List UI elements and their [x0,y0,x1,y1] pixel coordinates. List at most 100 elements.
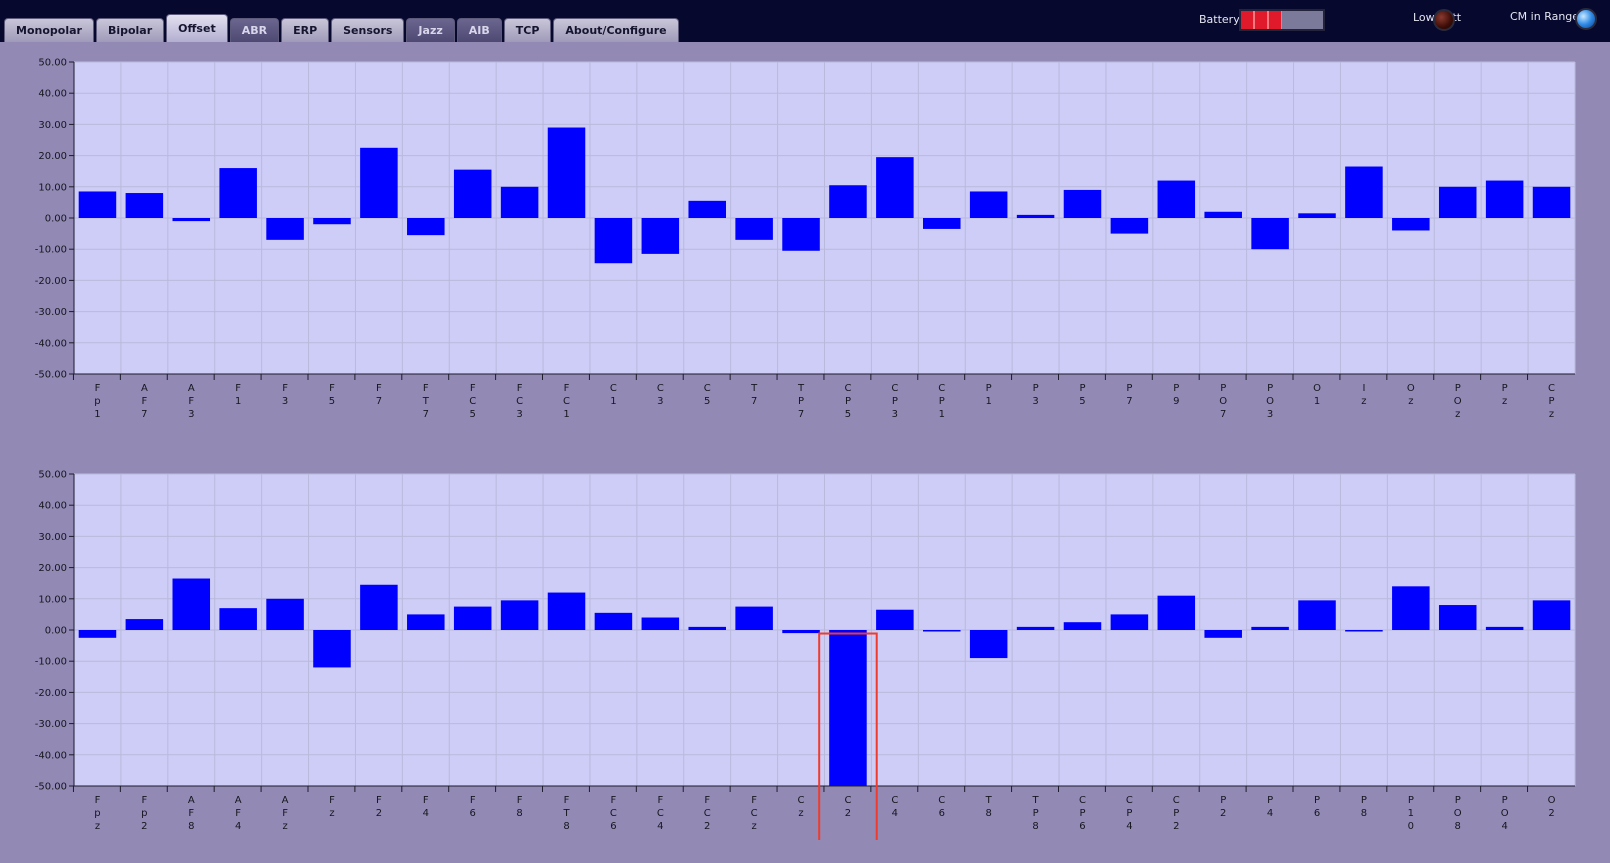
y-tick-label: -20.00 [35,688,67,699]
bar-f5 [313,218,351,225]
y-tick-label: -50.00 [35,782,67,793]
y-tick-label: -40.00 [35,338,67,349]
tab-sensors[interactable]: Sensors [331,18,405,42]
bar-af4 [219,608,257,630]
low-batt-led-icon [1433,9,1455,31]
offset-chart-bottom: 50.00 40.00 30.00 20.00 10.00 0.00 -10.00 -20.0… [35,470,1576,840]
tab-monopolar[interactable]: Monopolar [4,18,94,42]
cm-in-range-led-icon [1575,8,1597,30]
y-tick-label: 0.00 [45,214,67,225]
bar-fp2 [125,619,164,630]
tab-abr[interactable]: ABR [229,18,280,42]
bar-af3 [172,218,211,222]
bar-oz [1392,218,1430,231]
bar-iz [1345,166,1383,218]
battery-label: Battery [1199,13,1240,26]
bar-p1 [969,191,1008,218]
tab-tcp[interactable]: TCP [503,18,552,42]
bar-tp8 [1016,626,1055,630]
bar-p6 [1298,600,1336,630]
tab-aib[interactable]: AIB [456,18,502,42]
offset-chart-top: 50.00 40.00 30.00 20.00 10.00 0.00 -10.00 -20.0… [35,58,1576,420]
bar-t8 [969,630,1008,659]
bar-p9 [1157,180,1196,218]
bar-cpz [1532,186,1571,218]
y-tick-label: 10.00 [38,594,67,605]
top-bar: Monopolar Bipolar Offset ABR ERP Sensors Jazz A… [0,0,1610,42]
bar-f4 [407,614,445,630]
bar-fp1 [78,191,117,218]
bar-fc4 [641,617,680,630]
bar-cz [782,630,820,634]
bar-t7 [735,218,773,240]
bar-fz [313,630,351,668]
bar-cp1 [923,218,961,229]
battery-indicator [1239,9,1325,31]
bar-cp4 [1110,614,1149,630]
bar-pz [1485,180,1524,218]
y-tick-label: -40.00 [35,750,67,761]
bar-f3 [266,218,304,240]
tab-about-configure[interactable]: About/Configure [553,18,679,42]
tab-jazz[interactable]: Jazz [406,18,455,42]
tab-offset[interactable]: Offset [166,14,228,42]
y-tick-label: 40.00 [38,89,67,100]
bar-af8 [172,578,211,630]
y-tick-label: 40.00 [38,501,67,512]
bar-f1 [219,168,257,218]
highlight-box [818,632,878,840]
y-tick-label: 50.00 [38,58,67,69]
bar-c6 [923,630,961,632]
bar-c3 [641,218,680,254]
y-tick-label: -20.00 [35,276,67,287]
tab-bipolar[interactable]: Bipolar [95,18,165,42]
bar-p10 [1392,586,1430,630]
y-tick-label: -10.00 [35,245,67,256]
y-tick-label: -10.00 [35,657,67,668]
bar-po8 [1438,605,1477,630]
bar-ft7 [407,218,445,236]
bar-tp7 [782,218,820,251]
bar-f8 [500,600,539,630]
bar-p4 [1251,626,1289,630]
y-tick-label: 0.00 [45,626,67,637]
battery-fill [1241,11,1282,29]
bar-fc3 [500,186,539,218]
bar-c5 [688,200,726,218]
tab-erp[interactable]: ERP [281,18,330,42]
bar-f6 [453,606,492,630]
